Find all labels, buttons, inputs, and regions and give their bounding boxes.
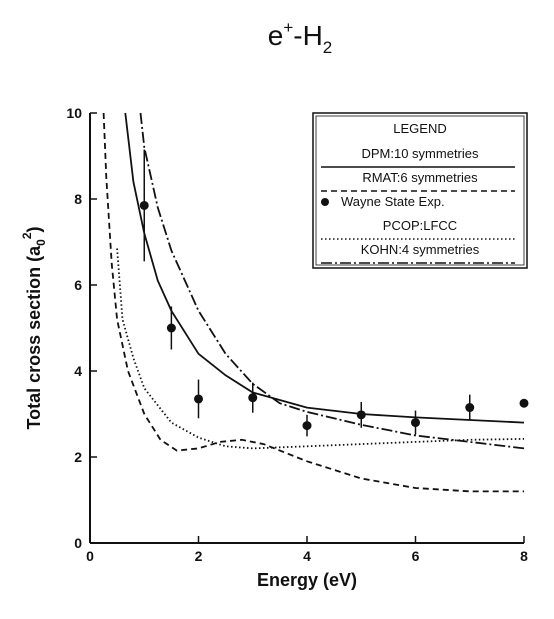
data-point: [356, 410, 366, 420]
data-point: [411, 418, 420, 428]
data-point: [465, 403, 475, 413]
y-tick-label: 0: [74, 535, 82, 551]
data-point: [166, 323, 176, 333]
legend-title: LEGEND: [393, 121, 446, 136]
x-tick-label: 6: [412, 548, 420, 564]
data-point: [139, 200, 149, 210]
y-axis-label: Total cross section (a02): [20, 226, 48, 429]
y-tick-label: 10: [66, 105, 82, 121]
y-tick-label: 4: [74, 363, 82, 379]
y-tick-label: 6: [74, 277, 82, 293]
data-point: [302, 421, 312, 431]
series-line: [116, 248, 525, 450]
data-point: [519, 398, 529, 408]
x-tick-label: 8: [520, 548, 528, 564]
title-part: e: [268, 20, 284, 51]
x-tick-label: 4: [303, 548, 311, 564]
legend-label: RMAT:6 symmetries: [362, 170, 478, 185]
x-axis-label: Energy (eV): [257, 570, 357, 590]
label-sup: 2: [20, 232, 34, 239]
x-tick-label: 2: [195, 548, 203, 564]
legend-label: DPM:10 symmetries: [361, 146, 479, 161]
legend-label: PCOP:LFCC: [383, 218, 457, 233]
series-line: [139, 112, 525, 450]
data-point: [194, 394, 203, 404]
y-tick-label: 2: [74, 449, 82, 465]
data-point: [248, 393, 258, 403]
x-tick-label: 0: [86, 548, 94, 564]
label-part: Total cross section (a: [24, 245, 44, 430]
legend-label: KOHN:4 symmetries: [361, 242, 480, 257]
title-sub: 2: [323, 38, 332, 57]
chart-title: e+-H2: [268, 18, 333, 57]
legend-label: Wayne State Exp.: [341, 194, 445, 209]
label-sub: 0: [34, 239, 48, 246]
label-part: ): [24, 226, 44, 232]
title-sup: +: [283, 18, 293, 37]
y-tick-label: 8: [74, 191, 82, 207]
legend-inner: [315, 115, 525, 266]
legend-marker: [321, 198, 329, 206]
title-part: -H: [293, 20, 323, 51]
